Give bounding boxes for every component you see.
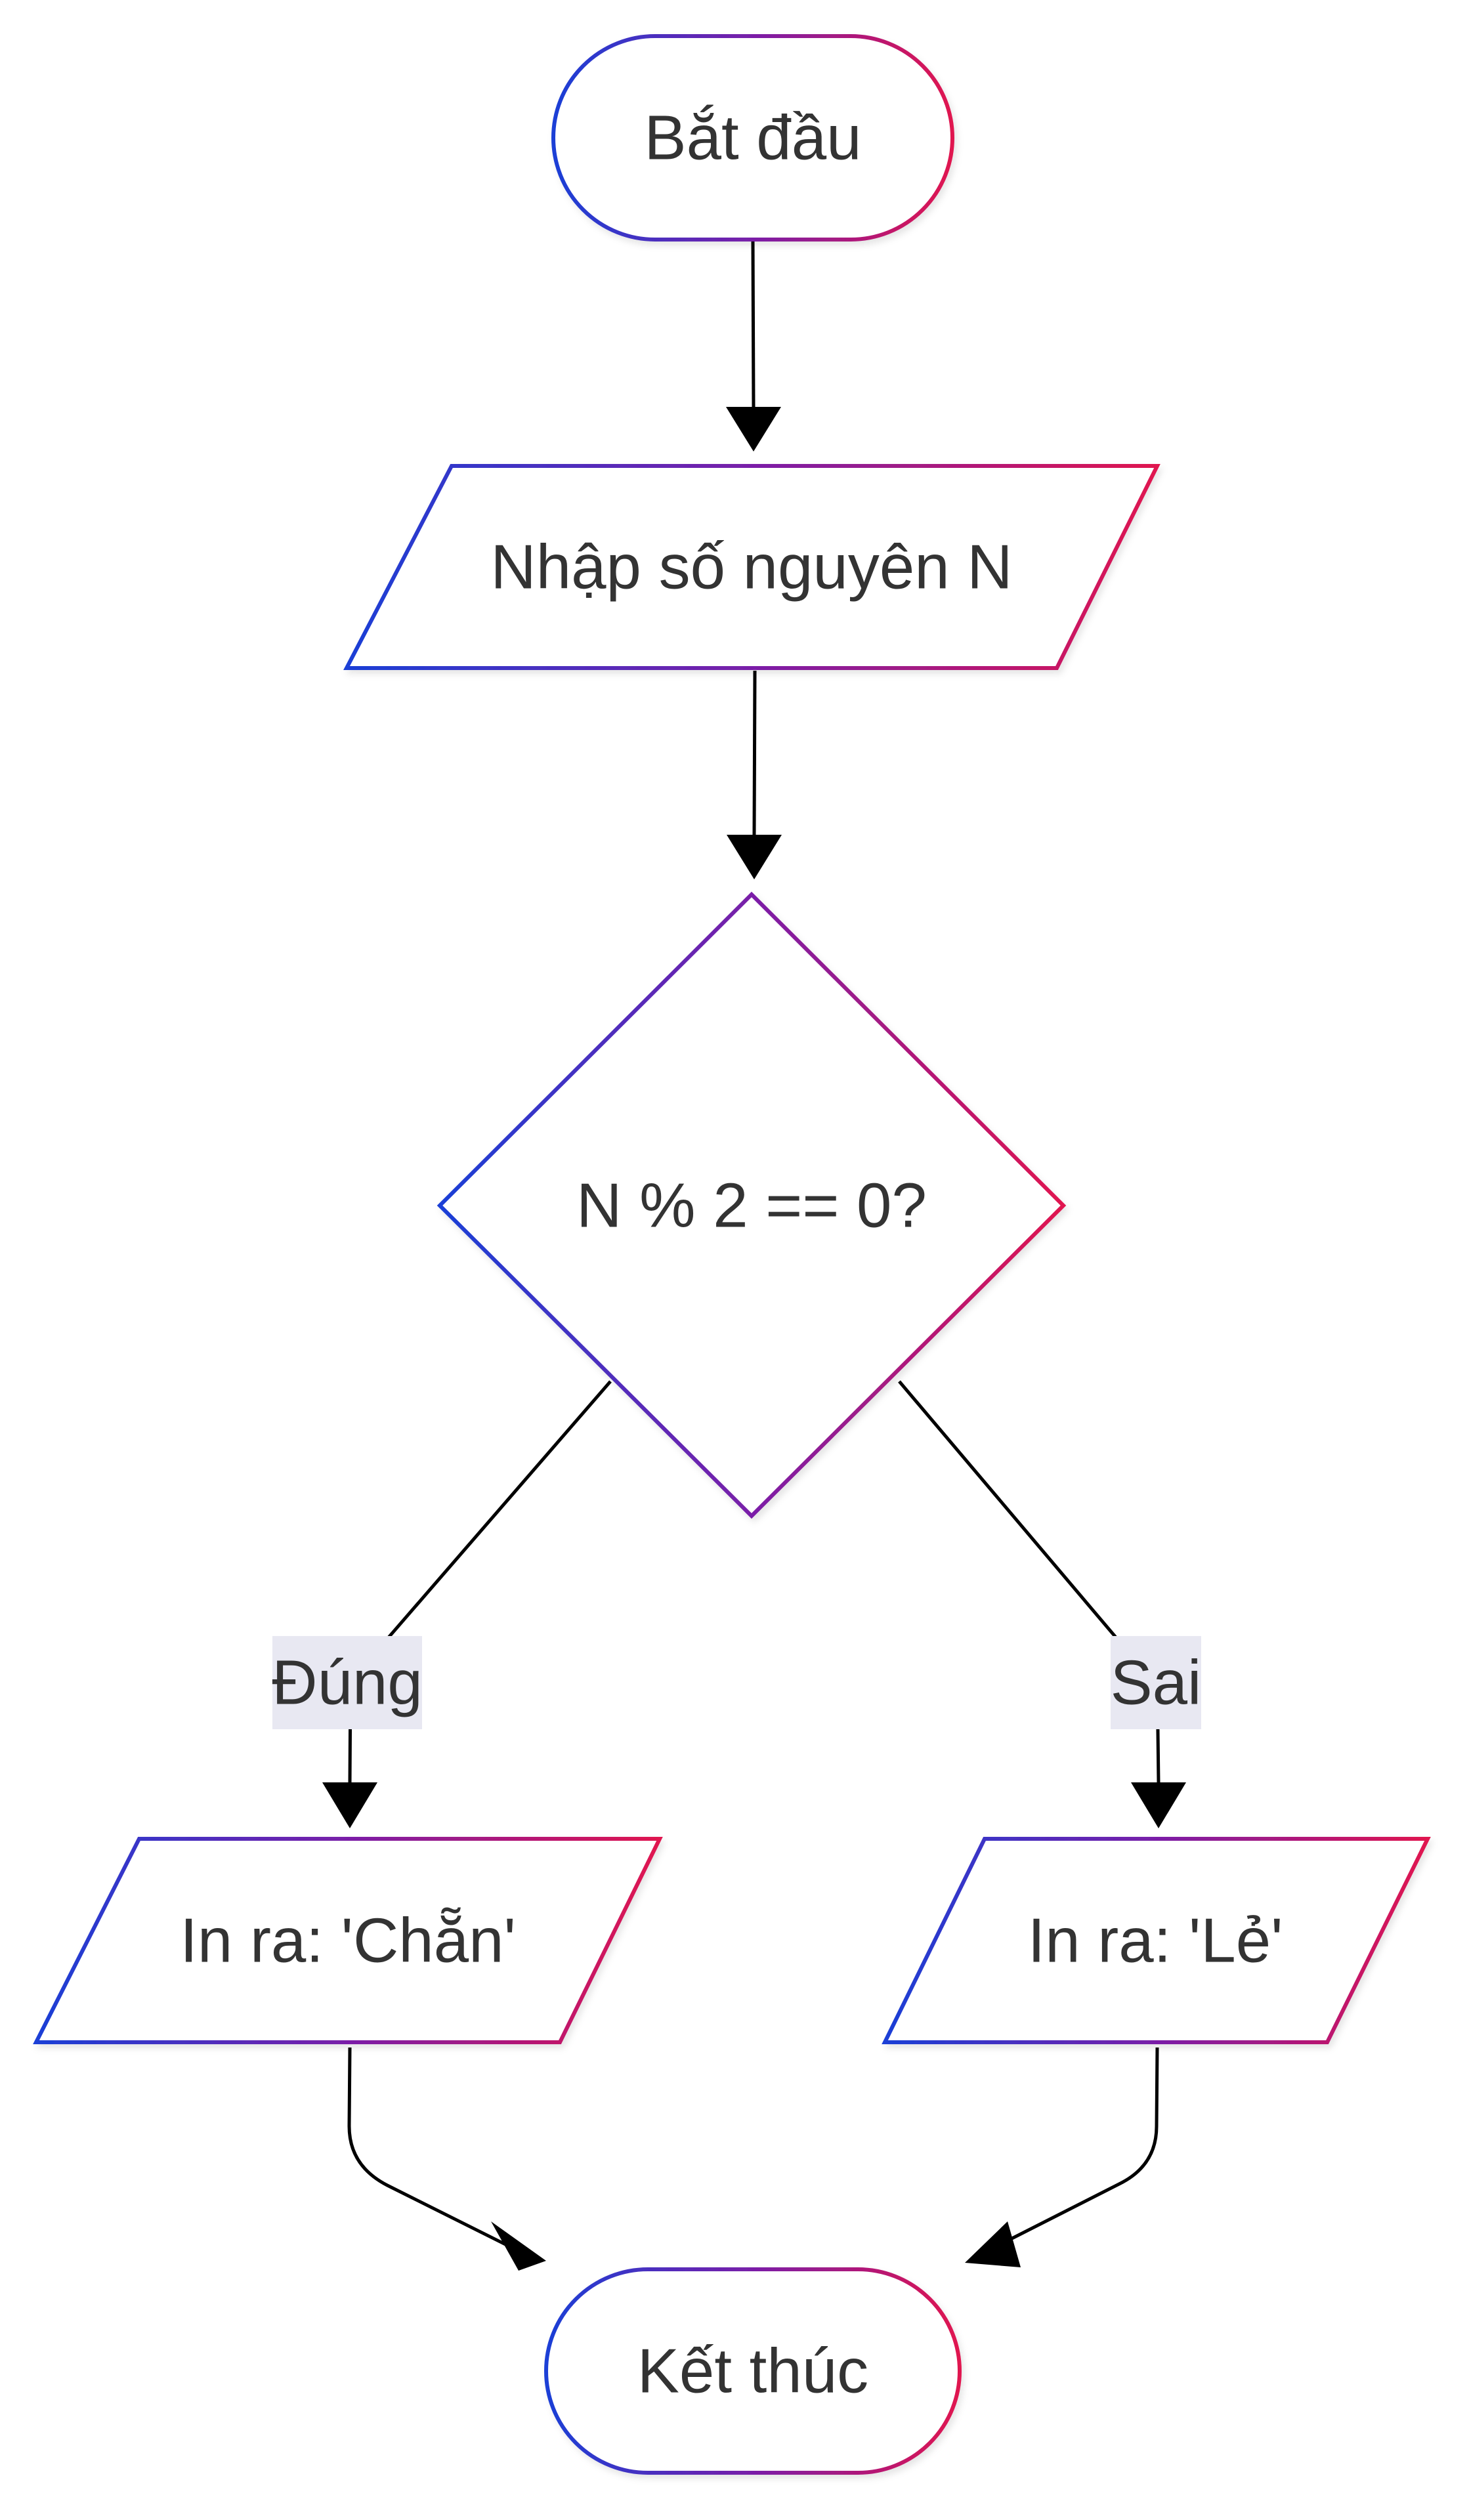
parallelogram-shape — [33, 1837, 663, 2044]
edge-label-dung: Đúng — [272, 1636, 423, 1729]
node-label: Kết thúc — [637, 2336, 868, 2406]
edge-even-to-end — [347, 2047, 546, 2271]
edge-decision-to-odd — [898, 1380, 1186, 1828]
parallelogram-shape — [343, 464, 1160, 670]
edge-start-to-input — [726, 241, 781, 452]
node-end[interactable]: Kết thúc — [544, 2267, 962, 2475]
edge-odd-to-end — [965, 2047, 1159, 2267]
parallelogram-shape — [882, 1837, 1431, 2044]
edge-decision-to-even — [322, 1380, 612, 1828]
edge-input-to-decision — [727, 670, 782, 879]
edge-label-background — [1111, 1636, 1201, 1729]
arrowhead-icon — [965, 2221, 1021, 2267]
terminal-shape — [544, 2267, 962, 2475]
node-output-even[interactable]: In ra: 'Chẵn' — [33, 1837, 663, 2044]
node-input[interactable]: Nhập số nguyên N — [343, 464, 1160, 670]
edge-label-sai: Sai — [1111, 1636, 1202, 1729]
node-label: Nhập số nguyên N — [490, 532, 1012, 602]
edge-line — [996, 2047, 1159, 2248]
node-start[interactable]: Bắt đầu — [551, 34, 954, 242]
edge-label-background — [272, 1636, 422, 1729]
arrowhead-icon — [727, 835, 782, 879]
node-label: In ra: 'Chẵn' — [180, 1906, 516, 1976]
edge-line — [752, 670, 757, 835]
arrowhead-icon — [322, 1782, 377, 1828]
terminal-shape — [551, 34, 954, 242]
arrowhead-icon — [1131, 1782, 1186, 1828]
edge-label-text: Sai — [1111, 1648, 1202, 1718]
diamond-shape — [436, 891, 1067, 1519]
node-label: In ra: 'Lẻ' — [1028, 1906, 1283, 1976]
node-decision[interactable]: N % 2 == 0? — [436, 891, 1067, 1519]
arrowhead-icon — [726, 407, 781, 452]
node-label: Bắt đầu — [645, 103, 862, 173]
node-label: N % 2 == 0? — [576, 1171, 927, 1241]
edge-line — [751, 241, 756, 408]
edge-label-text: Đúng — [272, 1648, 423, 1718]
node-output-odd[interactable]: In ra: 'Lẻ' — [882, 1837, 1431, 2044]
arrowhead-icon — [491, 2221, 546, 2271]
edge-line — [347, 2047, 507, 2246]
